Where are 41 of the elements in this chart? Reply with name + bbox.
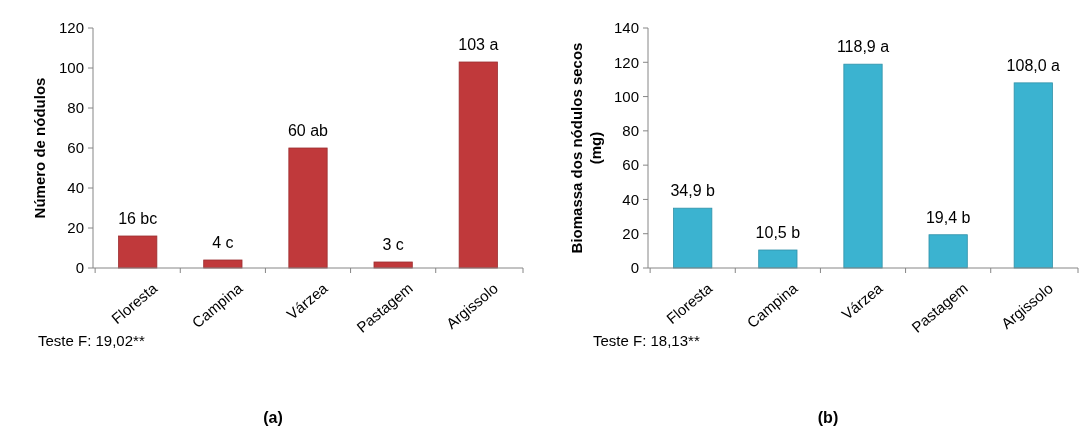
data-label: 4 c: [212, 234, 234, 251]
y-tick-label: 120: [613, 53, 639, 71]
y-tick-label: 60: [67, 139, 84, 157]
bar: [758, 249, 798, 269]
data-label: 118,9 a: [836, 38, 890, 56]
text: Teste F: 18,13**: [593, 332, 700, 349]
data-label: 19,4 b: [925, 208, 971, 226]
y-tick-label: 140: [613, 19, 639, 37]
y-tick-label: 120: [58, 19, 84, 37]
data-label: 10,5 b: [755, 224, 801, 241]
bar: [843, 63, 883, 269]
bar: [673, 207, 713, 269]
y-tick-label: 20: [67, 219, 84, 237]
y-axis-title: Número de nódulos: [31, 77, 48, 219]
y-tick-label: 80: [622, 122, 639, 140]
y-tick-label: 20: [622, 224, 639, 242]
y-tick-label: 60: [622, 156, 639, 174]
data-label: 103 a: [458, 36, 499, 53]
data-label: 16 bc: [118, 210, 158, 227]
bar: [288, 147, 328, 269]
bar: [1013, 82, 1053, 269]
data-label: 34,9 b: [670, 182, 716, 200]
y-tick-label: 80: [67, 99, 84, 117]
data-label: 60 ab: [287, 122, 329, 139]
data-label: 108,0 a: [1006, 56, 1061, 74]
y-tick-label: 100: [613, 87, 639, 105]
text: Teste F: 19,02**: [38, 332, 145, 349]
y-axis-title: Biomassa dos nódulos secos (mg): [568, 42, 604, 254]
bar: [118, 235, 158, 269]
bar: [928, 234, 968, 269]
bar: [373, 261, 413, 269]
y-tick-label: 40: [67, 179, 84, 197]
text: (b): [817, 409, 839, 426]
y-tick-label: 0: [630, 259, 639, 277]
bar: [458, 61, 498, 269]
y-tick-label: 100: [58, 59, 84, 77]
text: (a): [263, 409, 283, 426]
y-tick-label: 0: [75, 259, 84, 277]
data-label: 3 c: [382, 236, 404, 253]
bar: [203, 259, 243, 269]
y-tick-label: 40: [622, 190, 639, 208]
